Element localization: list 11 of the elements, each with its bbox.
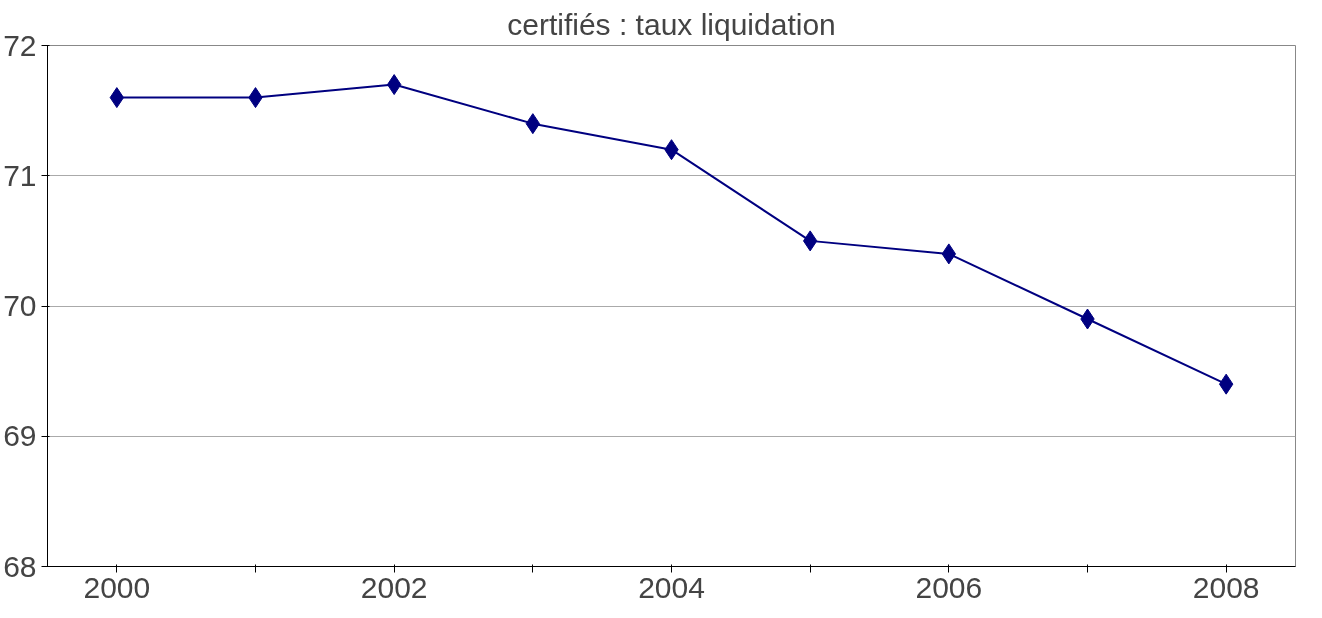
x-tick-label: 2002 [360, 570, 428, 604]
y-tick-label: 70 [3, 289, 37, 322]
x-tick-label: 2006 [915, 570, 983, 604]
x-tick-label: 2008 [1192, 570, 1260, 604]
x-tick-label: 2004 [638, 570, 705, 604]
y-tick-label: 69 [3, 419, 37, 453]
y-tick-label: 71 [3, 158, 37, 192]
y-tick-label: 68 [3, 549, 37, 583]
x-tick-label: 2000 [83, 570, 151, 604]
y-tick-label: 72 [3, 28, 37, 62]
chart-title: certifiés : taux liquidation [507, 7, 836, 41]
